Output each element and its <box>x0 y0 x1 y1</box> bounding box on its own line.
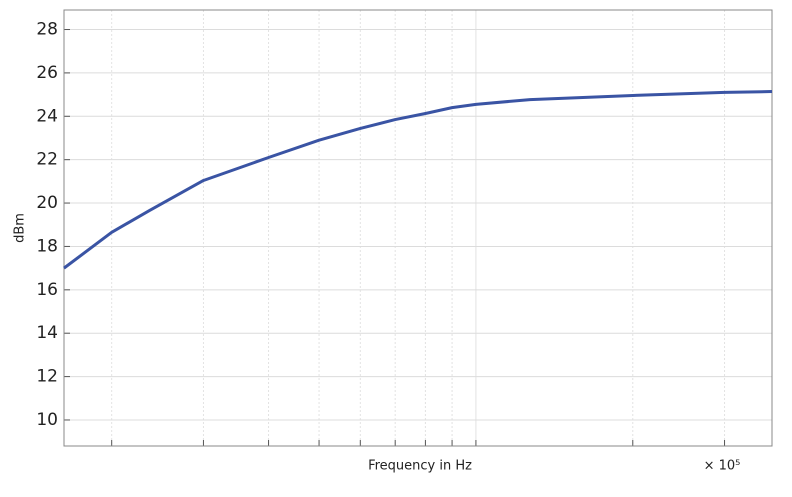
plot-area <box>64 10 772 446</box>
plot-frame <box>63 9 773 447</box>
y-tick-label: 22 <box>36 150 58 170</box>
y-tick-label: 24 <box>36 106 58 126</box>
data-line <box>63 90 773 270</box>
y-axis-label: dBm <box>13 213 28 243</box>
y-tick-label: 16 <box>36 280 58 300</box>
y-tick-label: 26 <box>36 63 58 83</box>
y-tick-label: 18 <box>36 236 58 256</box>
y-tick-label: 14 <box>36 323 58 343</box>
x-axis-label: Frequency in Hz <box>368 459 472 474</box>
y-tick-label: 10 <box>36 410 58 430</box>
x-multiplier: × 10⁵ <box>704 459 741 474</box>
y-tick-label: 20 <box>36 193 58 213</box>
y-tick-label: 12 <box>36 367 58 387</box>
y-tick-label: 28 <box>36 20 58 40</box>
